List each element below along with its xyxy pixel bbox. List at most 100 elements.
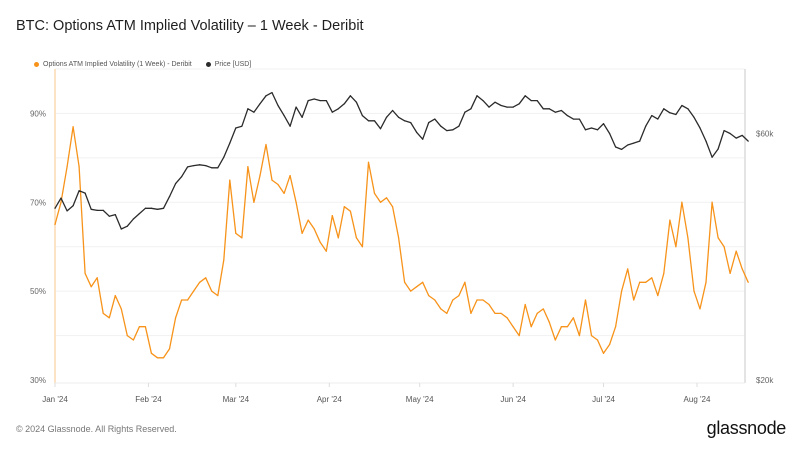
iv-data-point	[536, 312, 538, 314]
legend-marker-iv	[34, 62, 39, 67]
price-data-point	[307, 99, 309, 102]
iv-data-point	[747, 281, 749, 283]
iv-data-point	[584, 299, 587, 301]
price-data-point	[651, 114, 653, 117]
iv-data-point	[488, 303, 490, 306]
iv-data-point	[114, 294, 116, 297]
iv-data-point	[512, 326, 514, 328]
price-data-point	[470, 108, 472, 110]
iv-data-point	[687, 237, 689, 239]
iv-data-point	[187, 299, 189, 301]
price-data-point	[410, 121, 412, 124]
price-data-point	[187, 166, 189, 168]
price-data-point	[102, 209, 104, 211]
price-data-point	[150, 207, 153, 209]
iv-data-point	[90, 286, 92, 288]
iv-data-point	[602, 352, 605, 354]
iv-data-point	[470, 312, 472, 314]
price-data-point	[247, 108, 249, 110]
iv-data-point	[639, 281, 641, 283]
price-data-point	[572, 118, 575, 120]
iv-data-point	[295, 201, 297, 203]
iv-data-point	[476, 299, 478, 301]
iv-data-point	[162, 357, 165, 359]
price-data-point	[193, 165, 195, 167]
price-data-point	[440, 125, 442, 127]
price-data-point	[120, 228, 122, 230]
price-data-point	[693, 116, 695, 118]
price-data-point	[337, 108, 339, 110]
price-data-point	[404, 120, 406, 122]
price-data-point	[241, 125, 243, 127]
y-left-tick-label: 50%	[30, 287, 46, 296]
price-data-point	[289, 125, 291, 127]
price-data-point	[494, 101, 496, 103]
iv-data-point	[289, 175, 291, 177]
price-data-point	[627, 144, 629, 146]
iv-data-point	[446, 312, 448, 314]
y-right-tick-label: $60k	[756, 130, 774, 139]
iv-data-point	[590, 334, 593, 337]
price-data-point	[633, 142, 635, 144]
price-data-point	[747, 140, 749, 142]
price-data-point	[669, 112, 671, 114]
iv-data-point	[506, 317, 508, 319]
iv-data-point	[669, 219, 671, 221]
price-data-point	[434, 118, 436, 120]
price-data-point	[621, 148, 623, 151]
price-data-point	[422, 138, 424, 140]
price-data-point	[343, 103, 345, 105]
legend-item-price[interactable]: Price [USD]	[205, 61, 251, 68]
price-data-point	[397, 116, 400, 118]
price-data-point	[295, 106, 297, 108]
price-data-point	[590, 127, 593, 129]
price-data-point	[699, 127, 701, 129]
iv-data-point	[440, 308, 442, 310]
iv-data-point	[729, 272, 731, 274]
price-data-point	[319, 99, 321, 102]
x-tick-label: Jul '24	[592, 395, 615, 404]
price-data-point	[90, 208, 92, 210]
price-data-point	[223, 156, 225, 158]
price-data-point	[476, 95, 478, 97]
price-data-point	[458, 125, 460, 127]
price-data-point	[488, 106, 490, 108]
iv-data-point	[72, 126, 74, 128]
iv-data-point	[150, 352, 153, 354]
price-data-point	[108, 215, 110, 217]
iv-data-point	[108, 317, 110, 319]
iv-data-point	[566, 326, 568, 328]
iv-data-point	[259, 175, 261, 177]
price-data-point	[331, 111, 333, 113]
iv-data-point	[229, 179, 231, 181]
price-data-point	[144, 207, 147, 209]
price-data-point	[211, 167, 213, 169]
iv-data-point	[663, 272, 665, 274]
iv-data-point	[156, 357, 159, 359]
iv-data-point	[361, 246, 364, 248]
iv-data-point	[199, 281, 201, 283]
iv-data-point	[391, 206, 394, 208]
iv-data-point	[132, 339, 134, 341]
price-data-point	[506, 106, 508, 108]
price-data-point	[391, 109, 394, 112]
x-tick-label: Feb '24	[135, 395, 162, 404]
iv-data-point	[681, 201, 683, 203]
iv-data-point	[174, 317, 177, 319]
y-right-tick-label: $20k	[756, 376, 774, 385]
price-data-point	[349, 95, 351, 97]
iv-data-point	[693, 290, 695, 292]
legend-marker-price	[205, 62, 211, 67]
iv-data-point	[343, 206, 345, 208]
price-data-point	[301, 116, 303, 118]
price-data-point	[156, 208, 159, 210]
price-data-point	[205, 165, 207, 167]
iv-data-point	[144, 326, 147, 328]
legend-item-iv[interactable]: Options ATM Implied Volatility (1 Week) …	[34, 61, 192, 68]
price-data-point	[428, 121, 430, 124]
iv-data-point	[385, 197, 388, 199]
price-data-point	[84, 192, 86, 194]
price-data-point	[60, 197, 62, 199]
price-data-point	[602, 123, 605, 125]
price-data-point	[741, 134, 743, 137]
